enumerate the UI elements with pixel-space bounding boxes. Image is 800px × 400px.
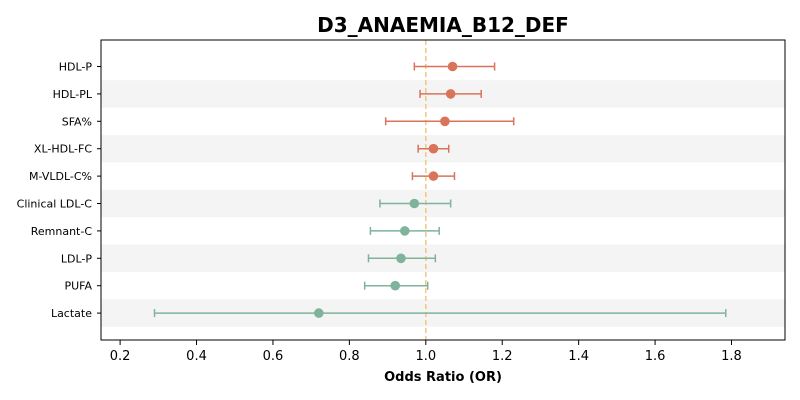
y-tick-label: LDL-P [61,252,93,265]
y-tick-label: Lactate [51,307,92,320]
x-tick-label: 1.8 [721,349,742,364]
estimate-row [153,308,727,318]
row-stripe [101,244,785,272]
estimate-row [419,89,482,99]
plot-frame [100,39,786,341]
point-estimate [428,143,439,154]
estimate-row [417,143,450,154]
x-tick-label: 0.4 [186,349,207,364]
x-axis-title: Odds Ratio (OR) [384,370,502,385]
point-estimate [396,253,406,264]
point-estimate [399,226,410,236]
estimate-row [384,116,515,127]
point-estimate [314,308,324,318]
x-axis-ticks: 0.2 0.4 0.6 0.8 1.0 1.2 1.4 1.6 1.8 [110,340,742,364]
estimate-row [379,198,452,209]
chart-title: D3_ANAEMIA_B12_DEF [317,13,569,37]
y-tick-label: HDL-PL [53,88,93,101]
point-estimate [447,61,458,72]
x-tick-label: 1.4 [568,349,589,364]
y-tick-label: Remnant-C [31,225,93,238]
estimate-row [363,280,429,291]
point-estimate [440,116,450,127]
x-tick-label: 1.6 [645,349,666,364]
estimate-row [369,226,440,236]
x-tick-label: 0.2 [110,349,131,364]
estimate-row [367,253,437,264]
x-tick-label: 0.6 [263,349,284,364]
y-axis-labels: HDL-P HDL-PL SFA% XL-HDL-FC M-VLDL-C% Clinica… [17,61,101,320]
y-tick-label: M-VLDL-C% [29,170,92,183]
y-tick-label: HDL-P [59,61,93,74]
y-tick-label: PUFA [64,280,92,293]
y-tick-label: XL-HDL-FC [34,143,92,156]
estimate-row [413,61,496,72]
estimate-row [411,171,456,181]
x-tick-label: 1.0 [415,349,436,364]
y-tick-label: SFA% [62,115,92,128]
x-tick-label: 0.8 [339,349,360,364]
point-estimate [390,280,401,291]
point-estimate [428,171,439,181]
point-estimate [445,89,456,99]
confidence-intervals [153,61,727,318]
y-tick-label: Clinical LDL-C [17,198,93,211]
point-estimate [409,198,420,209]
x-tick-label: 1.2 [492,349,513,364]
